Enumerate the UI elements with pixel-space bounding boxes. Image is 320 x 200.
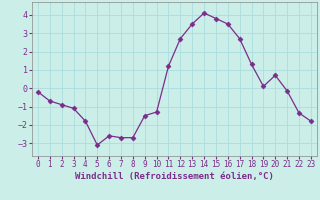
X-axis label: Windchill (Refroidissement éolien,°C): Windchill (Refroidissement éolien,°C) [75,172,274,181]
